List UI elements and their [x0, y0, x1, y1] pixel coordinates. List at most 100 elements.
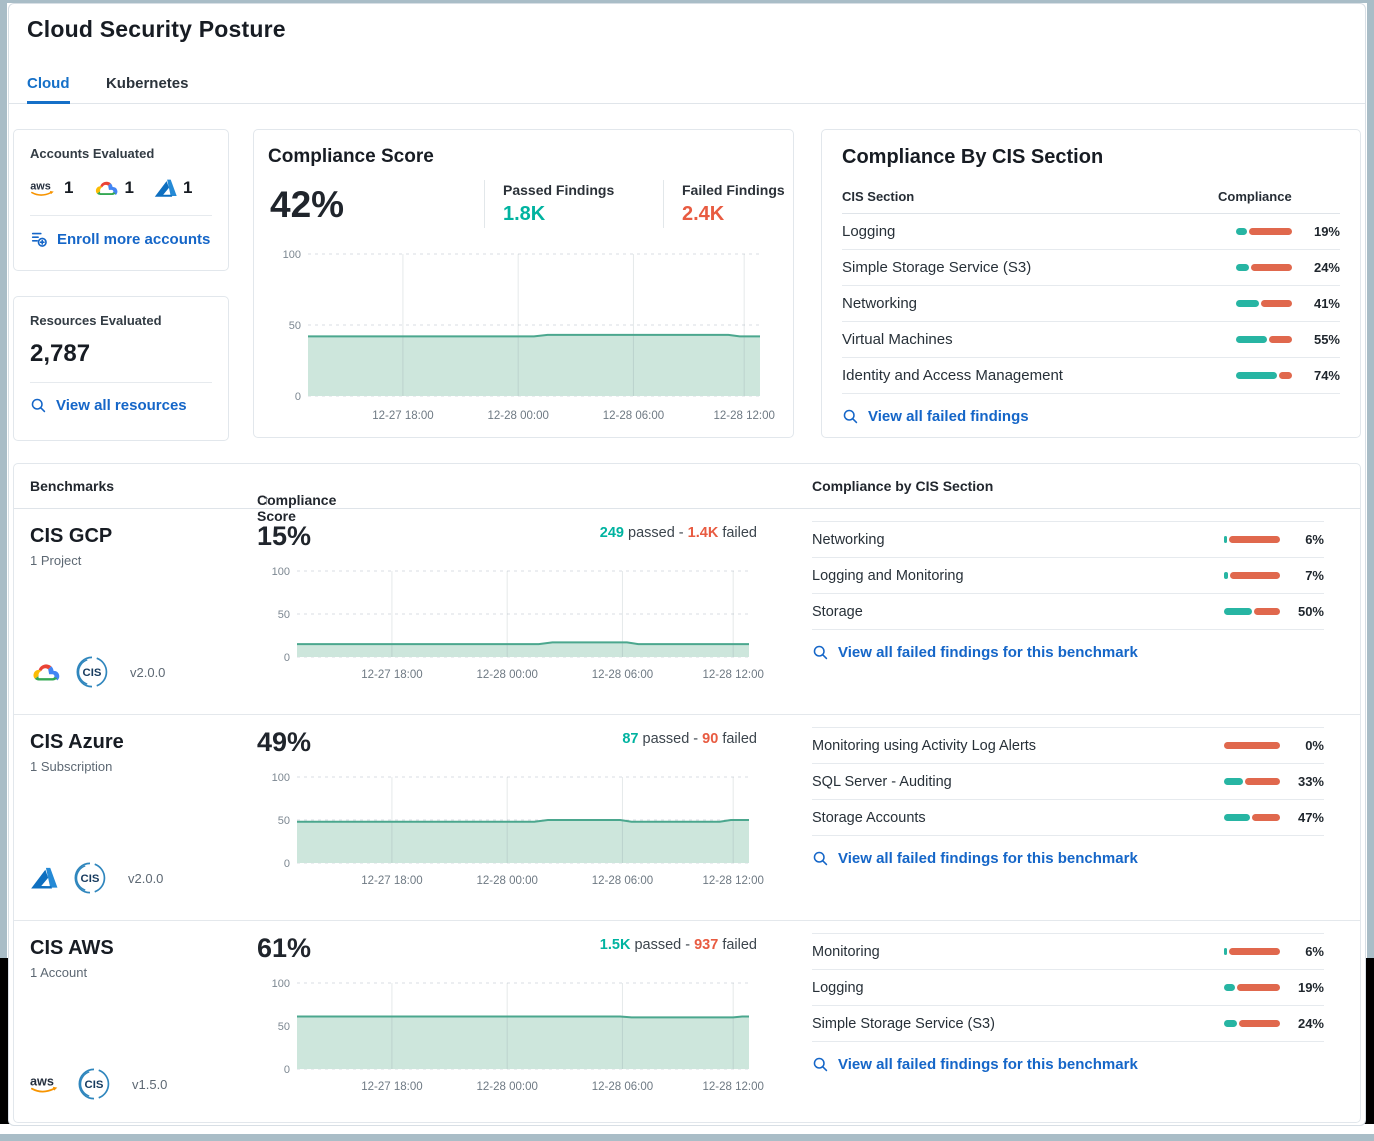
aws-icon: aws: [30, 1074, 62, 1094]
failed-findings-block: Failed Findings 2.4K: [663, 180, 842, 228]
cis-section-row: Logging and Monitoring 7%: [812, 558, 1324, 594]
tab-kubernetes[interactable]: Kubernetes: [105, 75, 189, 92]
cis-section-row: Logging 19%: [812, 970, 1324, 1006]
svg-text:12-27 18:00: 12-27 18:00: [361, 875, 422, 887]
resources-evaluated-count: 2,787: [30, 340, 91, 367]
cis-section-label: Simple Storage Service (S3): [842, 259, 1032, 276]
search-icon: [30, 397, 47, 414]
score-row: 42% Passed Findings 1.8K Failed Findings…: [268, 176, 785, 250]
benchmark-version: v2.0.0: [128, 870, 164, 886]
benchmark-score: 49%: [257, 727, 312, 757]
svg-text:aws: aws: [30, 180, 51, 192]
cis-section-card-title: Compliance By CIS Section: [842, 146, 1104, 168]
cis-section-row: Virtual Machines 55%: [842, 322, 1340, 358]
benchmark-score: 61%: [257, 933, 312, 963]
benchmark-score: 15%: [257, 521, 312, 551]
benchmark-scope: 1 Account: [30, 965, 88, 980]
cis-section-label: Logging and Monitoring: [812, 567, 964, 584]
svg-text:0: 0: [284, 652, 290, 664]
cis-section-row: Storage Accounts 47%: [812, 800, 1324, 836]
window-frame-right: [1367, 3, 1374, 958]
compliance-bar: [1224, 984, 1280, 991]
cis-section-label: Storage: [812, 603, 863, 620]
cis-logo-icon: CIS: [77, 1067, 111, 1101]
window-frame-top: [0, 0, 1374, 3]
benchmarks-table-header: Benchmarks Compliance Score ↑ Compliance …: [14, 464, 1360, 524]
benchmark-version: v1.5.0: [132, 1076, 168, 1092]
aws-icon: aws: [30, 180, 58, 197]
benchmark-info: CIS Azure 1 Subscription CIS v2.0.0: [30, 731, 250, 903]
compliance-bar: [1236, 336, 1292, 343]
compliance-bar: [1224, 814, 1280, 821]
compliance-column-header: Compliance: [1218, 188, 1292, 204]
cis-section-label: Storage Accounts: [812, 809, 926, 826]
compliance-bar: [1224, 1020, 1280, 1027]
cis-section-label: Virtual Machines: [842, 331, 953, 348]
cis-section-label: Monitoring using Activity Log Alerts: [812, 737, 1037, 754]
passed-count: 1.5K: [599, 937, 631, 953]
search-icon: [812, 850, 829, 867]
svg-text:12-27 18:00: 12-27 18:00: [372, 410, 433, 422]
view-benchmark-findings-link[interactable]: View all failed findings for this benchm…: [812, 644, 1324, 661]
cis-logo-icon: CIS: [75, 655, 109, 689]
view-all-failed-findings-label: View all failed findings: [868, 408, 1029, 425]
view-all-resources-link[interactable]: View all resources: [30, 397, 212, 414]
benchmark-passed-failed: 249 passed - 1.4K failed: [599, 525, 757, 541]
enroll-accounts-icon: [30, 230, 48, 248]
failed-count: 90: [702, 731, 719, 747]
resources-evaluated-card: Resources Evaluated 2,787 View all resou…: [13, 296, 229, 441]
passed-count: 249: [599, 525, 624, 541]
svg-text:12-28 12:00: 12-28 12:00: [702, 875, 763, 887]
divider: [30, 215, 212, 216]
compliance-by-cis-section-column-header: Compliance by CIS Section: [812, 478, 994, 494]
azure-icon: [30, 866, 58, 890]
view-benchmark-findings-link[interactable]: View all failed findings for this benchm…: [812, 1056, 1324, 1073]
view-benchmark-findings-label: View all failed findings for this benchm…: [838, 850, 1138, 867]
compliance-bar: [1224, 608, 1280, 615]
benchmark-version: v2.0.0: [130, 664, 166, 680]
cis-section-row: Networking 6%: [812, 522, 1324, 558]
window-frame-left: [0, 3, 7, 958]
failed-count: 1.4K: [687, 525, 719, 541]
view-benchmark-findings-link[interactable]: View all failed findings for this benchm…: [812, 850, 1324, 867]
passed-findings-block: Passed Findings 1.8K: [484, 180, 663, 228]
cis-section-column-header: CIS Section: [842, 188, 915, 204]
compliance-bar: [1236, 372, 1292, 379]
provider-counts: aws 1 1 1: [30, 175, 212, 201]
accounts-evaluated-title: Accounts Evaluated: [30, 146, 155, 161]
benchmark-scope: 1 Project: [30, 553, 82, 568]
benchmark-name: CIS AWS: [30, 937, 114, 959]
cis-table-header: CIS Section Compliance: [842, 179, 1340, 214]
cis-section-row: Identity and Access Management 74%: [842, 358, 1340, 394]
view-all-failed-findings-link[interactable]: View all failed findings: [842, 408, 1340, 425]
svg-text:12-28 06:00: 12-28 06:00: [592, 1081, 653, 1093]
svg-text:12-27 18:00: 12-27 18:00: [361, 1081, 422, 1093]
tab-cloud[interactable]: Cloud: [27, 70, 70, 104]
benchmark-trend-chart: 0 50 100 12-27 18:00 12-28 00:00 12-28 06:00 1…: [272, 772, 764, 887]
compliance-percent: 33%: [1297, 774, 1324, 789]
enroll-more-accounts-link[interactable]: Enroll more accounts: [30, 230, 212, 248]
compliance-bar: [1236, 228, 1292, 235]
svg-text:12-28 06:00: 12-28 06:00: [603, 410, 664, 422]
cis-section-row: Monitoring using Activity Log Alerts 0%: [812, 728, 1324, 764]
compliance-percent: 50%: [1297, 604, 1324, 619]
benchmark-name: CIS Azure: [30, 731, 124, 753]
compliance-bar: [1224, 536, 1280, 543]
compliance-percent: 47%: [1297, 810, 1324, 825]
svg-text:12-28 00:00: 12-28 00:00: [476, 1081, 537, 1093]
cis-section-label: SQL Server - Auditing: [812, 773, 952, 790]
provider-count-gcp: 1: [93, 178, 134, 198]
svg-text:100: 100: [272, 978, 290, 990]
main-panel: Cloud Security Posture Cloud Kubernetes …: [8, 3, 1366, 1126]
cis-section-list: Logging 19% Simple Storage Service (S3) 24%…: [842, 214, 1340, 394]
svg-text:100: 100: [272, 772, 290, 784]
cis-section-label: Identity and Access Management: [842, 367, 1063, 384]
compliance-bar: [1236, 264, 1292, 271]
compliance-percent: 55%: [1313, 332, 1340, 347]
benchmark-icons: aws CIS v1.5.0: [30, 1067, 167, 1101]
cis-section-label: Logging: [812, 979, 864, 996]
svg-text:12-28 06:00: 12-28 06:00: [592, 669, 653, 681]
benchmark-row: CIS AWS 1 Account aws CIS v1.5.0 61% 1.5K pass…: [14, 920, 1360, 1126]
compliance-percent: 19%: [1297, 980, 1324, 995]
